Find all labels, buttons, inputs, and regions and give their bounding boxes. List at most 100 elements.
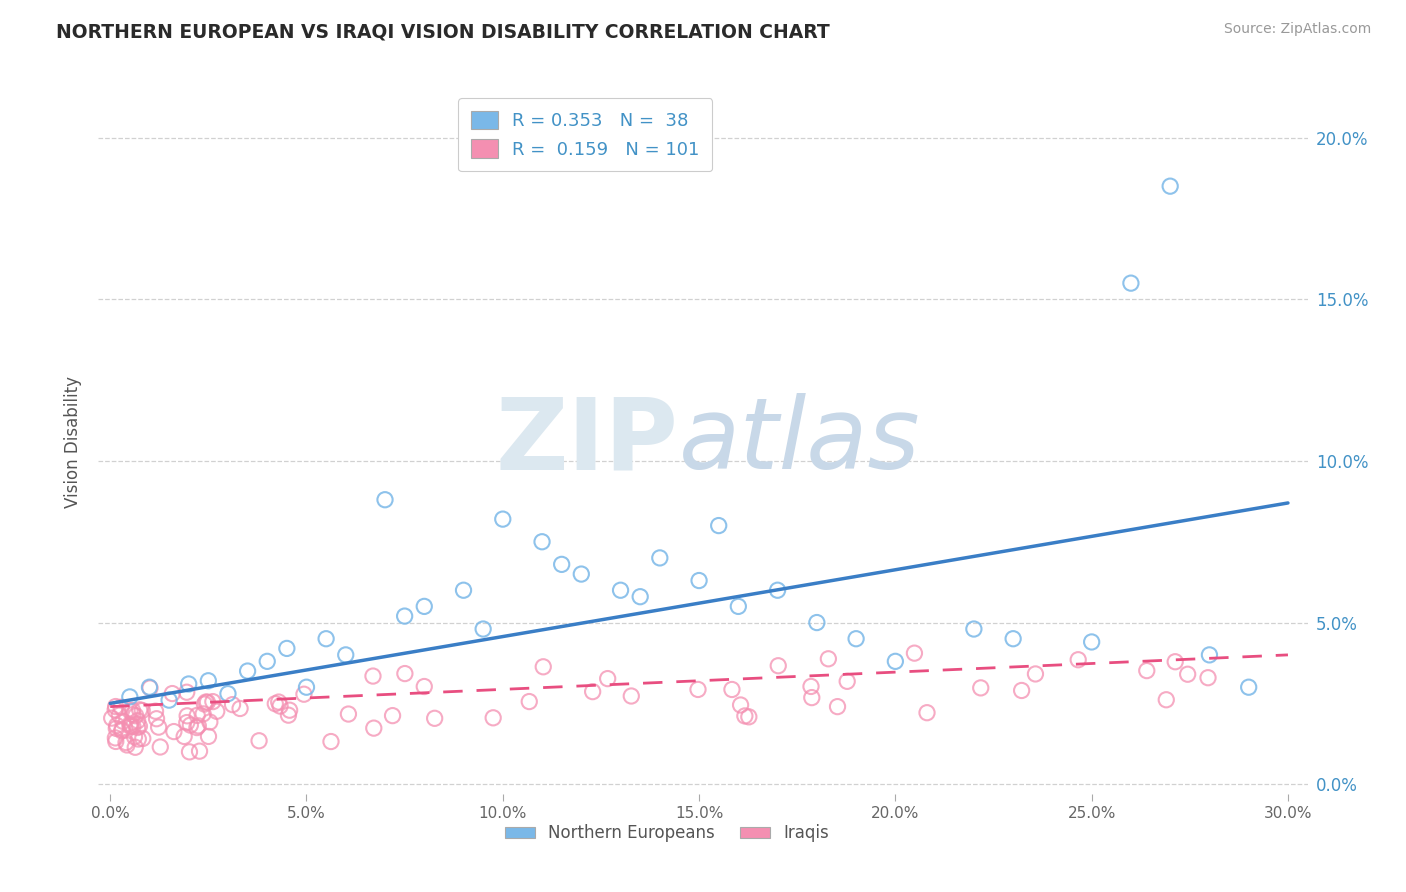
Point [721, 682, 744, 697]
Point [768, 658, 790, 673]
Point [104, 699, 127, 714]
Point [1067, 653, 1090, 667]
Point [806, 615, 828, 630]
Point [132, 731, 155, 746]
Point [394, 609, 416, 624]
Point [648, 550, 671, 565]
Point [148, 720, 170, 734]
Point [145, 712, 167, 726]
Point [482, 711, 505, 725]
Point [138, 680, 160, 694]
Y-axis label: Vision Disability: Vision Disability [63, 376, 82, 508]
Point [229, 701, 252, 715]
Point [179, 745, 201, 759]
Point [111, 723, 134, 737]
Point [277, 708, 299, 723]
Point [194, 695, 217, 709]
Point [413, 680, 436, 694]
Point [1119, 276, 1142, 290]
Point [176, 715, 198, 730]
Point [1024, 667, 1046, 681]
Point [264, 697, 287, 711]
Point [104, 731, 127, 745]
Point [1164, 655, 1187, 669]
Point [688, 574, 710, 588]
Point [1011, 683, 1033, 698]
Point [800, 690, 823, 705]
Point [127, 721, 149, 735]
Point [453, 583, 475, 598]
Point [115, 738, 138, 752]
Point [118, 704, 141, 718]
Point [100, 711, 122, 725]
Point [620, 689, 643, 703]
Point [517, 695, 540, 709]
Point [423, 711, 446, 725]
Point [205, 704, 228, 718]
Point [125, 708, 148, 723]
Point [337, 707, 360, 722]
Point [800, 680, 823, 694]
Point [176, 708, 198, 723]
Point [198, 714, 221, 729]
Point [108, 708, 131, 723]
Point [120, 717, 142, 731]
Point [381, 708, 404, 723]
Point [492, 512, 515, 526]
Point [179, 718, 201, 732]
Point [197, 730, 219, 744]
Point [827, 699, 849, 714]
Point [177, 677, 200, 691]
Point [394, 666, 416, 681]
Point [236, 664, 259, 678]
Point [162, 687, 184, 701]
Point [157, 693, 180, 707]
Text: Source: ZipAtlas.com: Source: ZipAtlas.com [1223, 22, 1371, 37]
Point [128, 703, 150, 717]
Point [127, 732, 149, 747]
Point [131, 703, 153, 717]
Point [707, 518, 730, 533]
Point [201, 695, 224, 709]
Point [817, 652, 839, 666]
Point [115, 735, 138, 749]
Point [267, 695, 290, 709]
Point [1198, 648, 1220, 662]
Point [1080, 635, 1102, 649]
Point [128, 719, 150, 733]
Point [884, 654, 907, 668]
Point [738, 710, 761, 724]
Point [173, 730, 195, 744]
Point [766, 583, 789, 598]
Text: NORTHERN EUROPEAN VS IRAQI VISION DISABILITY CORRELATION CHART: NORTHERN EUROPEAN VS IRAQI VISION DISABI… [56, 22, 830, 41]
Point [186, 721, 208, 735]
Point [111, 723, 134, 738]
Point [118, 719, 141, 733]
Point [127, 714, 149, 728]
Point [188, 744, 211, 758]
Point [104, 734, 127, 748]
Point [1237, 680, 1260, 694]
Point [122, 707, 145, 722]
Point [104, 703, 127, 717]
Point [145, 704, 167, 718]
Point [1136, 664, 1159, 678]
Point [845, 632, 868, 646]
Point [1159, 179, 1181, 194]
Point [531, 534, 554, 549]
Point [628, 590, 651, 604]
Point [149, 739, 172, 754]
Point [531, 660, 554, 674]
Point [217, 687, 239, 701]
Point [186, 708, 208, 723]
Point [727, 599, 749, 614]
Point [111, 714, 134, 729]
Point [1002, 632, 1025, 646]
Point [374, 492, 396, 507]
Point [193, 697, 215, 711]
Point [413, 599, 436, 614]
Point [295, 680, 318, 694]
Point [121, 703, 143, 717]
Point [292, 687, 315, 701]
Point [163, 724, 186, 739]
